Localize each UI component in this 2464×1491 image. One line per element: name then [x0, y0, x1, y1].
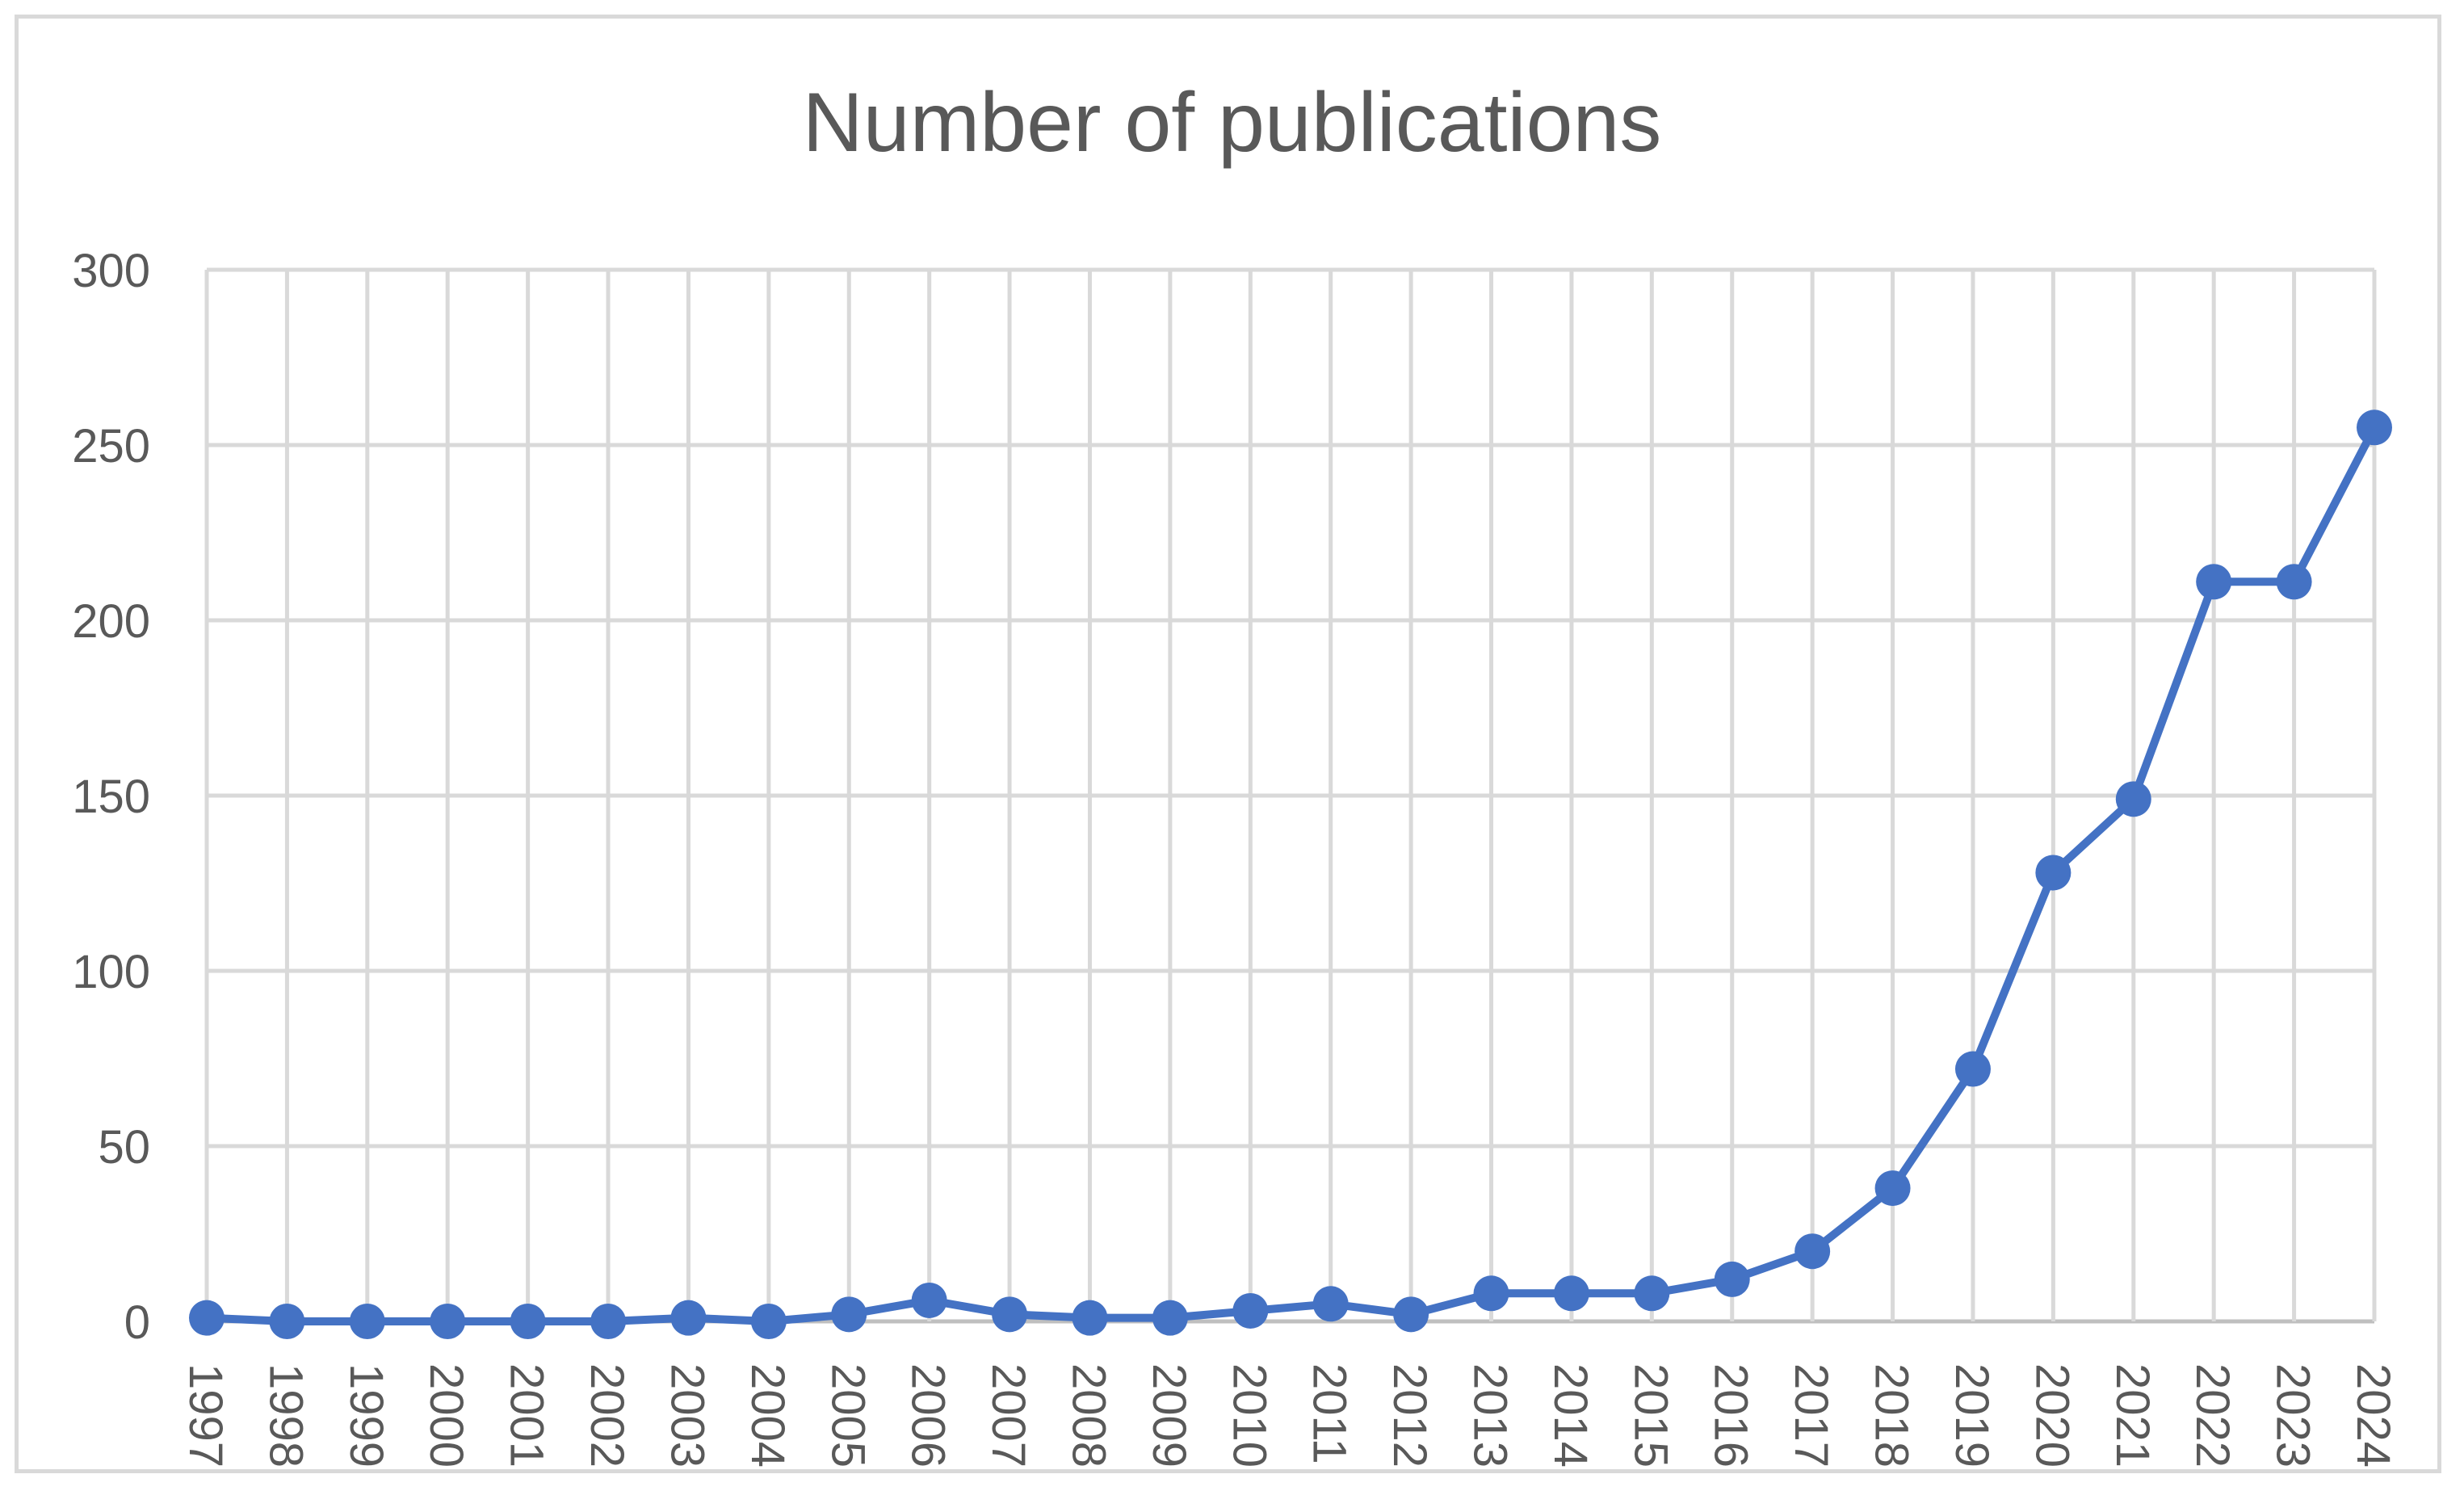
data-point: [1714, 1261, 1750, 1297]
data-point: [1152, 1300, 1188, 1336]
data-point: [1312, 1286, 1349, 1322]
x-tick-label: 1998: [259, 1363, 312, 1468]
chart-title: Number of publications: [802, 76, 1662, 170]
data-point: [1393, 1296, 1429, 1333]
data-point: [1954, 1051, 1991, 1087]
x-tick-label: 2020: [2025, 1363, 2078, 1468]
data-point: [510, 1304, 546, 1339]
x-axis-ticks: 1997 1998 1999 2000 2001 2002 2003 2004 2005 2006…: [179, 1363, 2399, 1468]
x-tick-label: 2023: [2267, 1363, 2319, 1468]
y-tick-label: 50: [98, 1121, 150, 1174]
data-point: [1473, 1275, 1509, 1312]
y-tick-label: 200: [72, 595, 150, 648]
data-point: [1072, 1300, 1108, 1336]
data-point: [670, 1300, 707, 1336]
x-tick-label: 2017: [1785, 1363, 1837, 1468]
data-point: [2115, 781, 2151, 817]
x-tick-label: 1997: [179, 1363, 232, 1468]
x-tick-label: 2022: [2186, 1363, 2239, 1468]
data-point: [189, 1300, 225, 1336]
x-tick-label: 2015: [1624, 1363, 1677, 1468]
data-point: [2035, 855, 2072, 891]
x-tick-label: 2002: [581, 1363, 633, 1468]
data-point: [349, 1304, 385, 1339]
x-tick-label: 2013: [1464, 1363, 1517, 1468]
y-tick-label: 250: [72, 420, 150, 472]
x-tick-label: 2019: [1946, 1363, 1998, 1468]
data-point: [831, 1296, 867, 1333]
data-point: [430, 1304, 466, 1339]
x-tick-label: 2024: [2347, 1363, 2399, 1468]
data-point: [1634, 1275, 1670, 1312]
series-line: [206, 425, 2378, 1325]
grid-layer: [204, 267, 2377, 1324]
x-tick-label: 2014: [1544, 1363, 1597, 1468]
y-axis-ticks: 0 50 100 150 200 250 300: [72, 245, 150, 1349]
series-layer: [189, 410, 2392, 1339]
x-tick-label: 2012: [1383, 1363, 1436, 1468]
data-point: [1794, 1233, 1831, 1270]
x-tick-label: 2000: [420, 1363, 472, 1468]
chart-frame: [15, 15, 2441, 1473]
data-point: [269, 1304, 305, 1339]
data-point: [992, 1296, 1028, 1333]
x-tick-label: 2009: [1143, 1363, 1195, 1468]
data-point: [1232, 1292, 1269, 1329]
y-tick-label: 150: [72, 771, 150, 823]
data-point: [911, 1282, 947, 1318]
x-tick-label: 2016: [1705, 1363, 1757, 1468]
data-point: [1874, 1170, 1911, 1207]
data-point: [2276, 564, 2312, 600]
x-tick-label: 2007: [982, 1363, 1035, 1468]
x-tick-label: 2005: [821, 1363, 874, 1468]
x-tick-label: 2003: [661, 1363, 713, 1468]
x-tick-label: 1999: [340, 1363, 392, 1468]
x-tick-label: 2011: [1303, 1363, 1356, 1464]
x-tick-label: 2021: [2106, 1363, 2159, 1468]
y-tick-label: 0: [124, 1296, 150, 1349]
x-tick-label: 2010: [1223, 1363, 1275, 1468]
x-tick-label: 2008: [1062, 1363, 1114, 1468]
x-tick-label: 2004: [741, 1363, 794, 1468]
data-point: [1553, 1275, 1589, 1312]
data-point: [2196, 564, 2232, 600]
data-point: [750, 1304, 787, 1339]
x-tick-label: 2006: [902, 1363, 955, 1468]
data-point: [2357, 410, 2392, 446]
data-point: [590, 1304, 627, 1339]
x-tick-label: 2018: [1866, 1363, 1918, 1468]
y-tick-label: 300: [72, 245, 150, 297]
y-tick-label: 100: [72, 946, 150, 998]
x-tick-label: 2001: [501, 1363, 553, 1468]
